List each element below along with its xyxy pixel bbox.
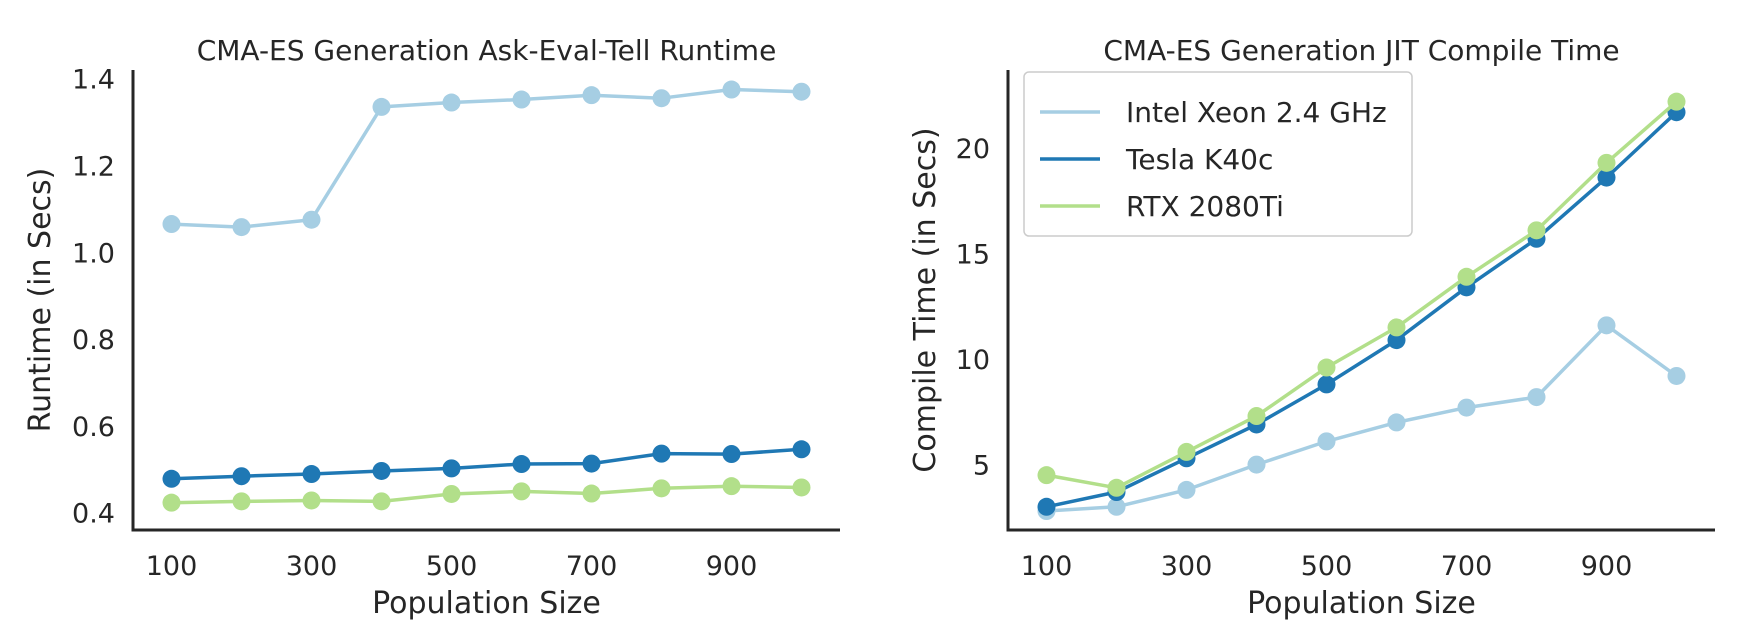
data-point [1177,442,1196,461]
data-point [162,469,181,488]
data-point [1457,267,1476,286]
data-point [1387,318,1406,337]
data-point [1527,388,1546,407]
data-point [1247,455,1266,474]
data-point [792,440,811,459]
data-point [582,484,601,503]
data-point [652,444,671,463]
y-axis-label: Runtime (in Secs) [23,168,58,433]
x-tick-label: 500 [1301,551,1353,582]
x-axis-label: Population Size [1247,586,1476,621]
data-point [232,218,251,237]
data-point [512,455,531,474]
series-line [1044,110,1679,509]
data-point [162,215,181,234]
data-point [1667,366,1686,385]
y-axis-label: Compile Time (in Secs) [908,127,943,472]
x-tick-label: 900 [1581,551,1633,582]
chart-title: CMA-ES Generation JIT Compile Time [1103,34,1619,67]
data-point [1597,168,1616,187]
data-point [1037,497,1056,516]
data-point [1317,432,1336,451]
x-tick-label: 700 [1441,551,1493,582]
legend-label: Tesla K40c [1125,143,1273,176]
data-point [792,478,811,497]
y-tick-label: 1.2 [72,151,115,182]
data-point [582,454,601,473]
data-point [372,492,391,511]
chart-title: CMA-ES Generation Ask-Eval-Tell Runtime [197,34,777,67]
series-1 [162,80,811,237]
chart-panel-2: CMA-ES Generation JIT Compile Time 100 300… [908,34,1715,621]
y-tick-label: 10 [956,345,990,376]
data-point [1667,92,1686,111]
data-point [1107,497,1126,516]
x-tick-label: 300 [1161,551,1213,582]
data-point [442,484,461,503]
data-point [792,82,811,101]
data-point [1597,316,1616,335]
series-line [169,87,804,229]
data-point [1457,398,1476,417]
y-tick-label: 0.6 [72,412,115,443]
data-point [232,467,251,486]
x-axis-label: Population Size [372,586,601,621]
y-tick-label: 0.4 [72,499,115,530]
data-point [1527,221,1546,240]
data-point [1387,331,1406,350]
x-tick-label: 700 [566,551,618,582]
data-point [1107,478,1126,497]
data-point [302,465,321,484]
legend-label: RTX 2080Ti [1126,190,1284,223]
y-tick-label: 1.0 [72,238,115,269]
data-point [722,445,741,464]
y-tick-label: 5 [973,451,990,482]
series-3 [1037,92,1686,497]
data-point [652,479,671,498]
data-point [722,477,741,496]
data-point [302,491,321,510]
x-tick-label: 300 [286,551,338,582]
data-point [1037,466,1056,485]
legend: Intel Xeon 2.4 GHz Tesla K40c RTX 2080Ti [1023,71,1413,237]
y-tick-label: 15 [956,240,990,271]
data-point [1317,375,1336,394]
data-point [442,93,461,112]
x-tick-label: 100 [1021,551,1073,582]
x-tick-label: 500 [426,551,478,582]
series-line [169,484,804,505]
data-point [372,461,391,480]
legend-box [1023,71,1413,237]
y-tick-label: 0.8 [72,325,115,356]
data-point [162,493,181,512]
x-tick-label: 100 [146,551,198,582]
data-point [1177,480,1196,499]
data-point [652,89,671,108]
legend-label: Intel Xeon 2.4 GHz [1126,96,1387,129]
data-point [1387,413,1406,432]
data-point [302,210,321,229]
series-line [1044,323,1679,513]
data-point [722,80,741,99]
data-point [512,90,531,109]
data-point [1247,407,1266,426]
series-2 [162,440,811,488]
data-point [582,86,601,105]
data-point [372,97,391,116]
series-line [169,447,804,481]
data-point [1597,153,1616,172]
series-line [1044,99,1679,490]
x-tick-label: 900 [706,551,758,582]
data-point [442,459,461,478]
data-point [512,482,531,501]
series-3 [162,477,811,512]
y-tick-label: 20 [956,134,990,165]
y-tick-label: 1.4 [72,65,115,96]
data-point [232,492,251,511]
chart-panel-1: CMA-ES Generation Ask-Eval-Tell Runtime 1… [23,34,840,621]
data-point [1317,358,1336,377]
